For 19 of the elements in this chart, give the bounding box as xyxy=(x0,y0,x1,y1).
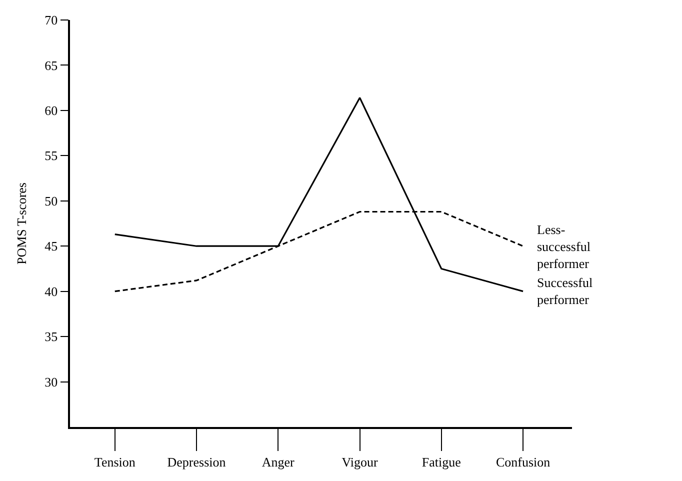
y-tick-label: 50 xyxy=(44,193,58,208)
y-tick-label: 45 xyxy=(44,238,58,254)
y-tick-label: 35 xyxy=(44,329,58,344)
x-tick-label: Vigour xyxy=(342,454,378,470)
x-tick-label: Depression xyxy=(167,454,226,470)
y-tick-label: 65 xyxy=(44,58,58,73)
y-axis-title: POMS T-scores xyxy=(14,182,30,264)
series-label: Successful performer xyxy=(537,275,593,307)
x-tick-label: Anger xyxy=(262,454,296,470)
y-tick-label: 55 xyxy=(44,148,58,164)
y-tick-label: 60 xyxy=(44,102,58,118)
line-series xyxy=(114,96,524,292)
series-label: Less- successful performer xyxy=(537,222,591,271)
y-tick-label: 30 xyxy=(44,374,58,390)
x-tick-label: Confusion xyxy=(496,454,551,470)
x-tick-label: Fatigue xyxy=(422,454,462,470)
y-tick-label: 40 xyxy=(44,284,58,299)
x-tick-label: Tension xyxy=(94,454,136,470)
y-tick-label: 70 xyxy=(44,12,58,28)
